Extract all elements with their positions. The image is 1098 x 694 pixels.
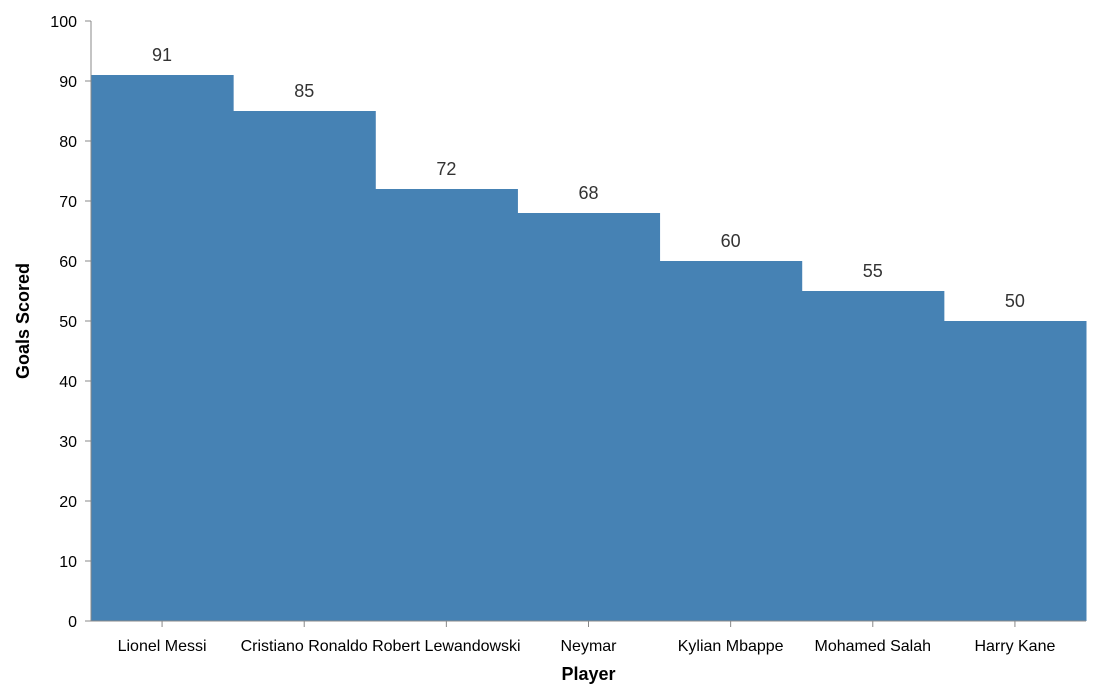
x-tick-label: Robert Lewandowski bbox=[372, 638, 521, 655]
data-labels-group: 91 85 72 68 60 55 50 bbox=[152, 45, 1025, 311]
bar-kylian-mbappe bbox=[659, 261, 803, 621]
bar-cristiano-ronaldo bbox=[233, 111, 376, 621]
y-tick-label: 0 bbox=[68, 614, 77, 631]
bar-harry-kane bbox=[943, 321, 1087, 621]
y-tick-label: 60 bbox=[59, 254, 77, 271]
data-label: 85 bbox=[294, 81, 314, 101]
x-axis-title: Player bbox=[561, 664, 615, 684]
bar-robert-lewandowski bbox=[375, 189, 518, 621]
x-axis: Lionel Messi Cristiano Ronaldo Robert Lewa… bbox=[91, 620, 1086, 655]
y-tick-label: 70 bbox=[59, 194, 77, 211]
data-label: 55 bbox=[863, 261, 883, 281]
data-label: 60 bbox=[721, 231, 741, 251]
x-tick-label: Harry Kane bbox=[974, 638, 1055, 655]
y-tick-label: 10 bbox=[59, 554, 77, 571]
x-tick-label: Lionel Messi bbox=[118, 638, 207, 655]
y-tick-label: 30 bbox=[59, 434, 77, 451]
y-tick-label: 50 bbox=[59, 314, 77, 331]
y-axis: 0 10 20 30 40 50 60 70 80 90 100 bbox=[50, 14, 92, 631]
x-tick-label: Neymar bbox=[560, 638, 617, 655]
y-tick-label: 20 bbox=[59, 494, 77, 511]
bars-group bbox=[91, 75, 1087, 621]
y-tick-label: 80 bbox=[59, 134, 77, 151]
y-axis-title: Goals Scored bbox=[13, 263, 33, 379]
y-tick-label: 40 bbox=[59, 374, 77, 391]
data-label: 68 bbox=[578, 183, 598, 203]
data-label: 91 bbox=[152, 45, 172, 65]
y-tick-label: 90 bbox=[59, 74, 77, 91]
x-tick-label: Kylian Mbappe bbox=[678, 638, 784, 655]
bar-mohamed-salah bbox=[801, 291, 945, 621]
y-tick-label: 100 bbox=[50, 14, 77, 31]
bar-lionel-messi bbox=[91, 75, 234, 621]
x-tick-label: Cristiano Ronaldo bbox=[241, 638, 368, 655]
data-label: 72 bbox=[436, 159, 456, 179]
bar-neymar bbox=[517, 213, 661, 621]
data-label: 50 bbox=[1005, 291, 1025, 311]
x-tick-label: Mohamed Salah bbox=[815, 638, 932, 655]
